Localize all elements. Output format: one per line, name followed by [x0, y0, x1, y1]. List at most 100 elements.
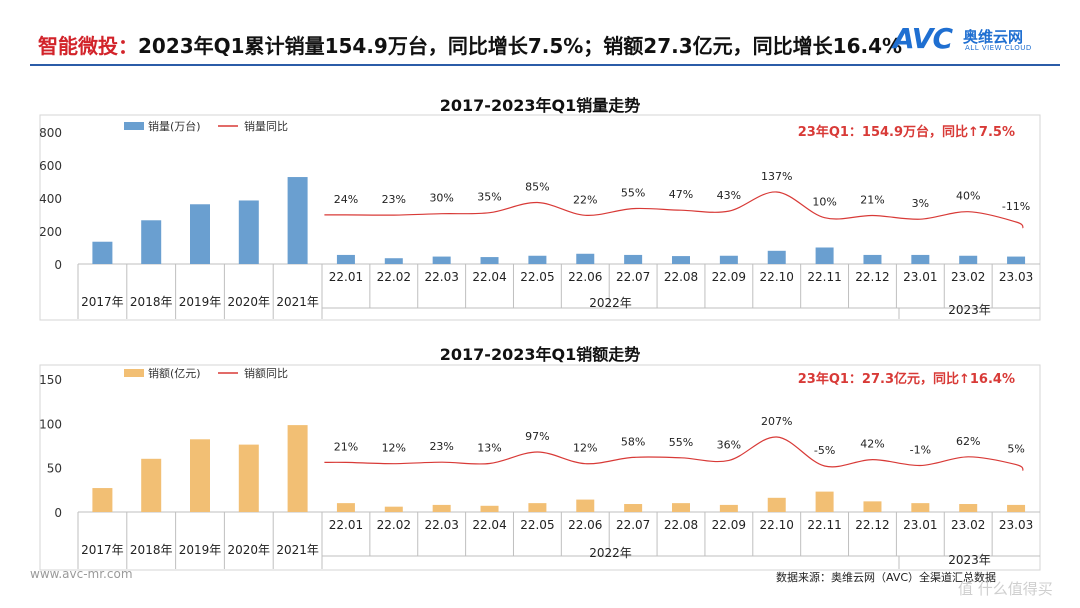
category-label: 23.01 — [903, 270, 937, 284]
y-tick-label: 0 — [54, 258, 62, 272]
bar — [767, 250, 786, 264]
page-title: 智能微投：2023年Q1累计销量154.9万台，同比增长7.5%；销额27.3亿… — [38, 30, 902, 59]
website-url: www.avc-mr.com — [30, 567, 133, 581]
bar — [384, 258, 403, 264]
group-label: 2023年 — [948, 553, 991, 567]
bar — [672, 503, 690, 512]
yoy-data-label: 23% — [429, 440, 453, 453]
header-divider — [30, 64, 1060, 66]
category-label: 2021年 — [276, 295, 319, 309]
legend-label-line: 销量同比 — [244, 119, 288, 133]
bar — [336, 503, 355, 512]
group-label: 2022年 — [589, 546, 632, 560]
bar — [672, 256, 690, 264]
yoy-data-label: 42% — [860, 438, 884, 451]
category-label: 22.07 — [616, 270, 650, 284]
yoy-data-label: 55% — [621, 187, 645, 200]
yoy-data-label: 43% — [717, 189, 741, 202]
category-label: 22.12 — [855, 518, 889, 532]
bar — [576, 253, 595, 264]
category-label: 2017年 — [81, 295, 124, 309]
yoy-data-label: 21% — [334, 440, 358, 453]
category-label: 22.01 — [329, 518, 363, 532]
category-label: 22.03 — [424, 270, 458, 284]
yoy-data-label: 12% — [382, 442, 406, 455]
bar — [719, 504, 738, 512]
bar — [767, 497, 786, 512]
bar — [1007, 504, 1026, 512]
yoy-data-label: 35% — [477, 191, 501, 204]
y-tick-label: 50 — [47, 462, 62, 476]
yoy-data-label: 12% — [573, 442, 597, 455]
y-tick-label: 600 — [39, 159, 62, 173]
category-label: 22.07 — [616, 518, 650, 532]
category-label: 22.06 — [568, 518, 602, 532]
yoy-data-label: 3% — [912, 197, 929, 210]
category-label: 2020年 — [228, 295, 271, 309]
category-label: 22.04 — [472, 270, 506, 284]
yoy-data-label: -5% — [814, 444, 835, 457]
category-label: 22.01 — [329, 270, 363, 284]
chart-frame — [39, 364, 1041, 571]
bar — [238, 444, 259, 512]
yoy-data-label: 10% — [812, 196, 836, 209]
yoy-data-label: 5% — [1007, 443, 1024, 456]
sales-chart-title: 2017-2023年Q1销量走势 — [439, 96, 641, 115]
bar — [624, 254, 643, 264]
category-label: 22.09 — [712, 518, 746, 532]
page-title-highlight: 智能微投： — [38, 34, 138, 58]
y-tick-label: 400 — [39, 192, 62, 206]
bar — [141, 458, 162, 512]
corner-watermark: 值 什么值得买 — [958, 580, 1053, 598]
yoy-data-label: 23% — [382, 193, 406, 206]
bar — [190, 439, 210, 512]
q1-annotation: 23年Q1：154.9万台，同比↑7.5% — [798, 124, 1015, 140]
yoy-data-label: 55% — [669, 436, 693, 449]
category-label: 22.10 — [760, 518, 794, 532]
yoy-data-label: 207% — [761, 415, 792, 428]
bar — [336, 254, 355, 264]
bar — [911, 503, 930, 512]
category-label: 22.08 — [664, 270, 698, 284]
q1-annotation: 23年Q1：27.3亿元，同比↑16.4% — [798, 371, 1015, 387]
sales-volume-chart: 800 600 400 200 0 2017年 2018年 2019年 2020年 2021年 22… — [39, 114, 1041, 321]
bar — [384, 506, 403, 512]
bar — [959, 504, 978, 512]
category-label: 23.03 — [999, 518, 1033, 532]
legend-label-bars: 销额(亿元) — [148, 366, 201, 380]
avc-logo: AVC 奥维云网 ALL VIEW CLOUD — [893, 22, 1053, 58]
sales-revenue-chart: 150 100 50 0 2017年 2018年 2019年 2020年 2021年 22.01 2… — [39, 364, 1041, 571]
bar — [141, 220, 162, 264]
category-label: 22.06 — [568, 270, 602, 284]
logo-chinese-name: 奥维云网 — [963, 28, 1024, 46]
bar — [528, 503, 547, 512]
logo-mark: AVC — [893, 22, 953, 55]
bar — [287, 177, 308, 264]
yoy-data-label: 13% — [477, 442, 501, 455]
category-label: 2018年 — [130, 543, 173, 557]
category-label: 2020年 — [228, 543, 271, 557]
bar — [432, 256, 451, 264]
category-label: 22.11 — [807, 270, 841, 284]
y-tick-label: 150 — [39, 373, 62, 387]
category-label: 23.03 — [999, 270, 1033, 284]
yoy-data-label: 24% — [334, 193, 358, 206]
bar — [576, 499, 595, 512]
chart-frame — [39, 114, 1041, 321]
yoy-data-label: -11% — [1002, 200, 1030, 213]
yoy-line — [324, 436, 1024, 472]
bar — [480, 505, 499, 512]
category-label: 23.02 — [951, 518, 985, 532]
category-label: 22.03 — [424, 518, 458, 532]
category-label: 2017年 — [81, 543, 124, 557]
category-label: 22.05 — [520, 270, 554, 284]
category-label: 23.02 — [951, 270, 985, 284]
category-label: 2019年 — [179, 295, 222, 309]
logo-english-name: ALL VIEW CLOUD — [965, 44, 1032, 52]
yoy-data-label: 22% — [573, 193, 597, 206]
yoy-data-label: -1% — [910, 443, 931, 456]
data-source-note: 数据来源：奥维云网（AVC）全渠道汇总数据 — [776, 571, 997, 584]
category-label: 23.01 — [903, 518, 937, 532]
bar — [815, 247, 834, 264]
bar — [959, 255, 978, 264]
